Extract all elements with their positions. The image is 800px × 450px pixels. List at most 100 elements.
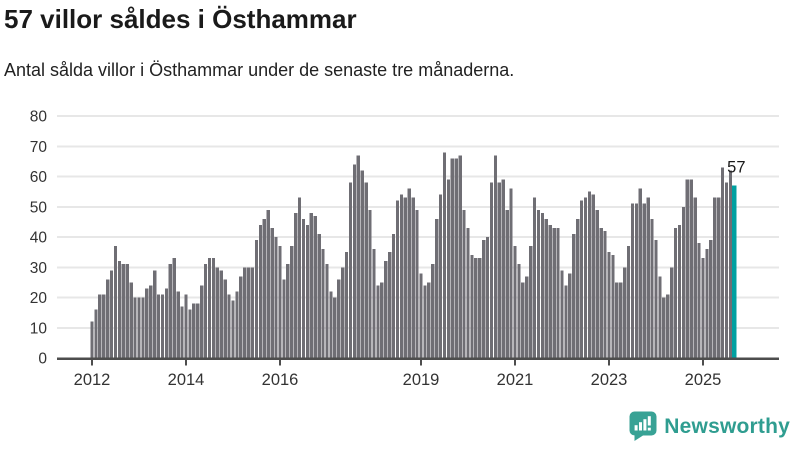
bar xyxy=(364,182,368,358)
bar xyxy=(438,194,443,358)
last-bar-value-label: 57 xyxy=(727,159,745,177)
bar xyxy=(517,264,521,358)
bar xyxy=(125,264,129,358)
gridline xyxy=(57,145,779,148)
bar xyxy=(623,267,627,358)
bar xyxy=(341,267,345,358)
x-axis-tick xyxy=(608,358,611,366)
bar xyxy=(485,237,490,358)
bar xyxy=(564,285,568,358)
bar xyxy=(117,261,122,358)
bar xyxy=(207,258,212,358)
bar xyxy=(203,264,208,358)
bar xyxy=(129,282,133,358)
bar xyxy=(200,285,204,358)
bar xyxy=(192,303,196,358)
bar xyxy=(180,306,184,358)
bar xyxy=(262,218,266,358)
bar xyxy=(243,267,247,358)
y-axis-tick-label: 80 xyxy=(30,109,48,126)
bar xyxy=(548,224,552,358)
bar xyxy=(384,261,388,358)
bar xyxy=(415,209,419,358)
highlighted-bar xyxy=(732,185,737,358)
bar xyxy=(501,179,505,358)
bar xyxy=(666,294,670,358)
bar xyxy=(619,282,623,358)
bar xyxy=(658,276,662,358)
bar xyxy=(677,224,682,358)
bar xyxy=(219,270,223,358)
bar xyxy=(497,182,501,358)
bar xyxy=(634,203,639,358)
bar xyxy=(121,264,125,358)
bar xyxy=(145,288,149,358)
page-title: 57 villor såldes i Östhammar xyxy=(4,4,357,34)
bar xyxy=(153,270,157,358)
x-axis-tick xyxy=(702,358,705,366)
bar xyxy=(595,209,599,358)
bar xyxy=(670,267,674,358)
bar xyxy=(419,273,423,358)
bar xyxy=(462,209,466,358)
bar xyxy=(176,291,180,358)
bar xyxy=(380,282,384,358)
bar xyxy=(156,294,161,358)
bar xyxy=(266,209,270,358)
bar xyxy=(274,237,278,358)
bar xyxy=(544,218,548,358)
newsworthy-wordmark: Newsworthy xyxy=(664,414,790,438)
bar xyxy=(172,258,176,358)
bar xyxy=(529,246,533,358)
y-axis-tick-label: 50 xyxy=(30,199,48,216)
bar xyxy=(681,206,686,358)
bar xyxy=(599,227,603,358)
bar xyxy=(489,182,494,358)
bar xyxy=(474,258,478,358)
bar xyxy=(705,249,709,358)
bar xyxy=(102,294,106,358)
bar xyxy=(348,182,353,358)
newsworthy-logo: Newsworthy xyxy=(629,411,790,442)
bar xyxy=(223,279,227,358)
bar xyxy=(168,264,172,358)
x-axis-tick-label: 2014 xyxy=(168,371,205,389)
bar xyxy=(654,240,658,358)
bar xyxy=(294,212,298,358)
bar xyxy=(646,197,650,358)
bar xyxy=(391,233,396,358)
bar xyxy=(513,246,517,358)
bar xyxy=(713,197,717,358)
x-axis-tick xyxy=(420,358,423,366)
bar xyxy=(352,164,357,358)
gridline xyxy=(57,175,779,178)
x-axis-tick xyxy=(514,358,517,366)
bar xyxy=(411,197,415,358)
bar xyxy=(399,194,404,358)
bar xyxy=(697,243,701,358)
bar xyxy=(442,152,447,358)
bar xyxy=(650,218,654,358)
y-axis-tick-label: 40 xyxy=(30,230,48,247)
bar xyxy=(258,224,263,358)
bar xyxy=(133,297,137,358)
bar xyxy=(587,191,592,358)
bar xyxy=(450,158,454,358)
bar xyxy=(615,282,619,358)
x-axis-tick-label: 2016 xyxy=(262,371,299,389)
bar xyxy=(250,267,255,358)
bar xyxy=(247,267,251,358)
bar xyxy=(572,233,576,358)
bar xyxy=(576,218,580,358)
bar xyxy=(427,282,431,358)
bar xyxy=(329,291,333,358)
bar xyxy=(466,227,470,358)
bar xyxy=(407,188,411,358)
y-axis-tick-label: 20 xyxy=(30,290,48,307)
bar xyxy=(337,279,341,358)
bar xyxy=(360,170,364,358)
bar xyxy=(556,227,560,358)
bar xyxy=(728,170,733,358)
bar xyxy=(685,179,689,358)
